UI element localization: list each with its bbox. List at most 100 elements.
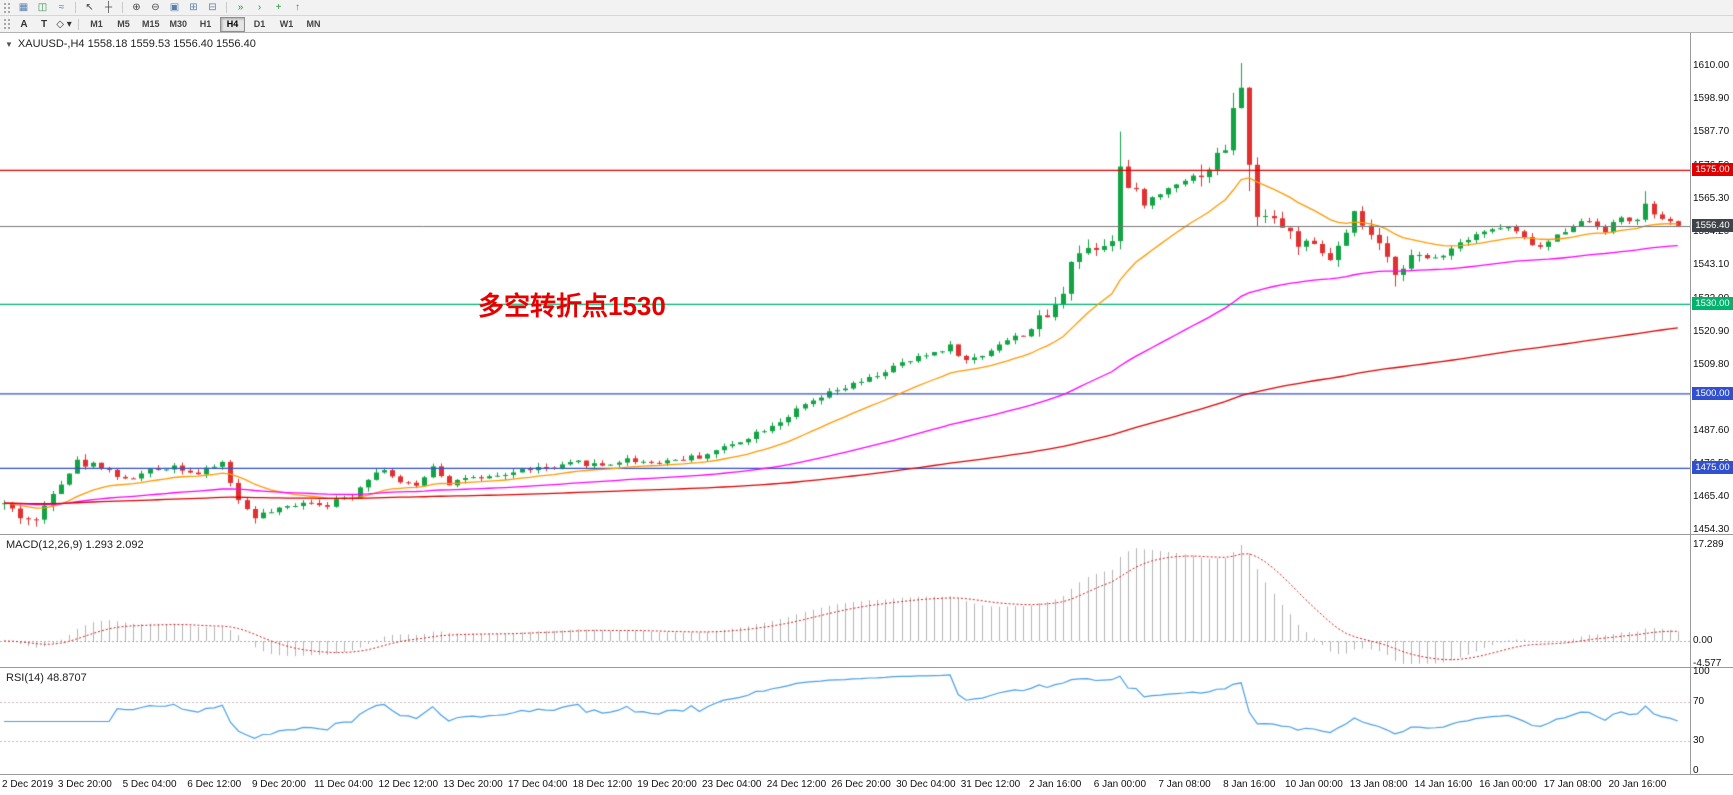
axis-tick-label: 70 [1693, 695, 1705, 707]
timeframe-m5[interactable]: M5 [117, 19, 130, 29]
timeframe-h1[interactable]: H1 [199, 19, 212, 29]
time-label: 16 Jan 00:00 [1479, 779, 1537, 790]
toolbar-grip-2[interactable] [4, 19, 10, 29]
time-label: 10 Jan 00:00 [1285, 779, 1343, 790]
time-label: 2 Dec 2019 [2, 779, 54, 790]
price-badge: 1500.00 [1692, 386, 1733, 400]
timeframe-d1[interactable]: D1 [253, 19, 266, 29]
charts-menu-icon[interactable]: ▦ [18, 2, 29, 13]
axis-tick-label: 30 [1693, 735, 1705, 747]
time-label: 3 Dec 20:00 [57, 779, 112, 790]
time-label: 18 Dec 12:00 [572, 779, 633, 790]
price-badge: 1530.00 [1692, 297, 1733, 311]
arrow-up-icon[interactable]: ↑ [295, 2, 300, 13]
time-label: 12 Dec 12:00 [378, 779, 439, 790]
rsi-axis[interactable]: 100 70 30 0 [1690, 666, 1733, 776]
axis-tick-label: 1454.30 [1693, 524, 1730, 536]
main-chart-pane: ▼ XAUUSD-,H4 1558.18 1559.53 1556.40 155… [0, 33, 1733, 535]
crosshair-icon[interactable]: ┼ [104, 2, 113, 13]
timeframe-mn[interactable]: MN [306, 19, 321, 29]
macd-canvas[interactable] [0, 535, 1690, 667]
time-label: 2 Jan 16:00 [1029, 779, 1082, 790]
price-badge: 1556.40 [1692, 218, 1733, 232]
zoom-out-icon[interactable]: ⊖ [151, 2, 160, 13]
axis-tick-label: 100 [1693, 666, 1710, 677]
toolbar-separator [78, 18, 79, 30]
time-label: 7 Jan 08:00 [1158, 779, 1211, 790]
timeframe-buttons-group: M1 M5 M15 M30 H1 H4 D1 W1 MN [83, 16, 327, 32]
chart-candles-icon[interactable]: ◫ [37, 2, 48, 13]
text-label-tool[interactable]: T [40, 18, 48, 30]
axis-tick-label: 1509.80 [1693, 358, 1730, 370]
axis-tick-label: 0 [1693, 765, 1699, 776]
time-label: 11 Dec 04:00 [314, 779, 373, 790]
price-badge: 1575.00 [1692, 163, 1733, 177]
axis-tick-label: 0.00 [1693, 635, 1713, 646]
timeframe-m15[interactable]: M15 [142, 19, 160, 29]
axis-tick-label: 1487.60 [1693, 424, 1730, 436]
macd-pane: MACD(12,26,9) 1.293 2.092 17.289 0.00 -4.5… [0, 535, 1733, 669]
toolbar-main: ▦ ◫ ≈ ↖ ┼ ⊕ ⊖ ▣ ⊞ ⊟ » › + ↑ [0, 0, 1733, 16]
price-badge: 1475.00 [1692, 461, 1733, 475]
symbol-ohlc-text: XAUUSD-,H4 1558.18 1559.53 1556.40 1556.… [17, 38, 256, 50]
rsi-label: RSI(14) 48.8707 [6, 672, 87, 684]
axis-tick-label: 1554.20 [1693, 226, 1730, 238]
symbol-info: ▼ XAUUSD-,H4 1558.18 1559.53 1556.40 155… [5, 38, 256, 50]
time-label: 26 Dec 20:00 [831, 779, 891, 790]
time-label: 24 Dec 12:00 [766, 779, 827, 790]
axis-tick-label: 1543.10 [1693, 259, 1730, 271]
collapse-indicators-icon[interactable]: ▼ [5, 39, 13, 49]
macd-axis[interactable]: 17.289 0.00 -4.577 [1690, 535, 1733, 669]
timeframe-w1[interactable]: W1 [279, 19, 294, 29]
axis-tick-label: -4.577 [1693, 658, 1722, 669]
text-annotation-tool[interactable]: A [20, 18, 28, 30]
time-label: 17 Jan 08:00 [1543, 779, 1602, 790]
time-label: 30 Dec 04:00 [896, 779, 956, 790]
chart-line-icon[interactable]: ≈ [58, 2, 65, 13]
axis-tick-label: 1598.90 [1693, 93, 1730, 105]
timeframe-m30[interactable]: M30 [169, 19, 188, 29]
main-chart-canvas[interactable] [0, 33, 1690, 534]
axis-tick-label: 1465.40 [1693, 491, 1730, 503]
time-label: 20 Jan 16:00 [1608, 779, 1667, 790]
toolbar-separator [75, 2, 76, 13]
time-label: 23 Dec 04:00 [702, 779, 762, 790]
rsi-canvas[interactable] [0, 668, 1690, 774]
time-label: 6 Dec 12:00 [187, 779, 242, 790]
time-label: 8 Jan 16:00 [1223, 779, 1276, 790]
time-label: 17 Dec 04:00 [507, 779, 568, 790]
axis-tick-label: 1610.00 [1693, 60, 1730, 71]
cascade-windows-icon[interactable]: ⊟ [208, 2, 217, 13]
price-axis[interactable]: 1610.001598.901587.701576.501565.301554.… [1690, 33, 1733, 536]
axis-tick-label: 17.289 [1693, 539, 1724, 550]
time-label: 31 Dec 12:00 [960, 779, 1021, 790]
time-label: 13 Jan 08:00 [1349, 779, 1408, 790]
axis-tick-label: 1587.70 [1693, 126, 1730, 138]
toolbar-separator [122, 2, 123, 13]
shapes-tool[interactable]: ◇ ▾ [56, 18, 72, 30]
axis-tick-label: 1565.30 [1693, 193, 1730, 205]
add-indicator-icon[interactable]: + [275, 2, 282, 13]
time-label: 13 Dec 20:00 [443, 779, 503, 790]
time-label: 6 Jan 00:00 [1093, 779, 1147, 790]
macd-label: MACD(12,26,9) 1.293 2.092 [6, 539, 144, 551]
cursor-icon[interactable]: ↖ [85, 2, 94, 13]
toolbar-separator [226, 2, 227, 13]
zoom-in-icon[interactable]: ⊕ [132, 2, 141, 13]
toolbar-timeframes: A T ◇ ▾ M1 M5 M15 M30 H1 H4 D1 W1 MN [0, 16, 1733, 33]
toolbar-grip[interactable] [4, 2, 10, 13]
toolbar-icons-group: ▦ ◫ ≈ ↖ ┼ ⊕ ⊖ ▣ ⊞ ⊟ » › + ↑ [14, 1, 307, 15]
tile-windows-icon[interactable]: ⊞ [189, 2, 198, 13]
axis-tick-label: 1520.90 [1693, 325, 1730, 337]
time-label: 19 Dec 20:00 [637, 779, 697, 790]
time-label: 9 Dec 20:00 [251, 779, 306, 790]
time-label: 14 Jan 16:00 [1414, 779, 1473, 790]
timeframe-m1[interactable]: M1 [90, 19, 103, 29]
auto-scroll-icon[interactable]: » [237, 2, 244, 13]
chart-shift-icon[interactable]: › [257, 2, 262, 13]
time-axis[interactable]: 2 Dec 2019 3 Dec 20:00 5 Dec 04:00 6 Dec 12… [0, 775, 1733, 795]
timeframe-h4[interactable]: H4 [220, 16, 246, 32]
new-window-icon[interactable]: ▣ [169, 2, 180, 13]
time-label: 5 Dec 04:00 [122, 779, 177, 790]
